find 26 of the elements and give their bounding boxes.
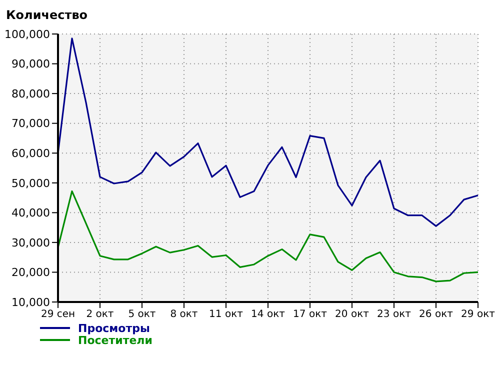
x-tick-label: 11 окт bbox=[209, 309, 244, 320]
y-tick-label: 80,000 bbox=[12, 87, 50, 100]
x-tick-label: 29 сен bbox=[40, 309, 76, 320]
y-tick-label: 90,000 bbox=[12, 58, 50, 71]
x-tick-label: 17 окт bbox=[293, 309, 328, 320]
x-tick-label: 29 окт bbox=[461, 309, 496, 320]
x-tick-label: 14 окт bbox=[251, 309, 286, 320]
y-tick-label: 20,000 bbox=[12, 266, 50, 280]
y-axis-title: Количество bbox=[6, 8, 88, 22]
y-tick-label: 40,000 bbox=[12, 206, 50, 220]
y-tick-label: 50,000 bbox=[12, 176, 50, 190]
y-tick-label: 60,000 bbox=[12, 147, 50, 160]
y-tick-label: 10,000 bbox=[12, 296, 50, 309]
x-tick-label: 5 окт bbox=[128, 309, 156, 320]
x-tick-label: 23 окт bbox=[377, 309, 412, 320]
x-tick-label: 20 окт bbox=[335, 309, 370, 320]
line-series bbox=[57, 190, 479, 282]
line-series bbox=[57, 38, 479, 227]
x-tick-label: 26 окт bbox=[419, 309, 454, 320]
y-tick-label: 70,000 bbox=[12, 117, 50, 130]
y-tick-label: 100,000 bbox=[4, 28, 50, 41]
x-tick-label: 2 окт bbox=[86, 309, 114, 320]
y-tick-label: 30,000 bbox=[12, 236, 50, 250]
legend-label: Просмотры bbox=[78, 322, 150, 334]
legend-label: Посетители bbox=[78, 334, 152, 346]
x-tick-label: 8 окт bbox=[170, 309, 198, 320]
